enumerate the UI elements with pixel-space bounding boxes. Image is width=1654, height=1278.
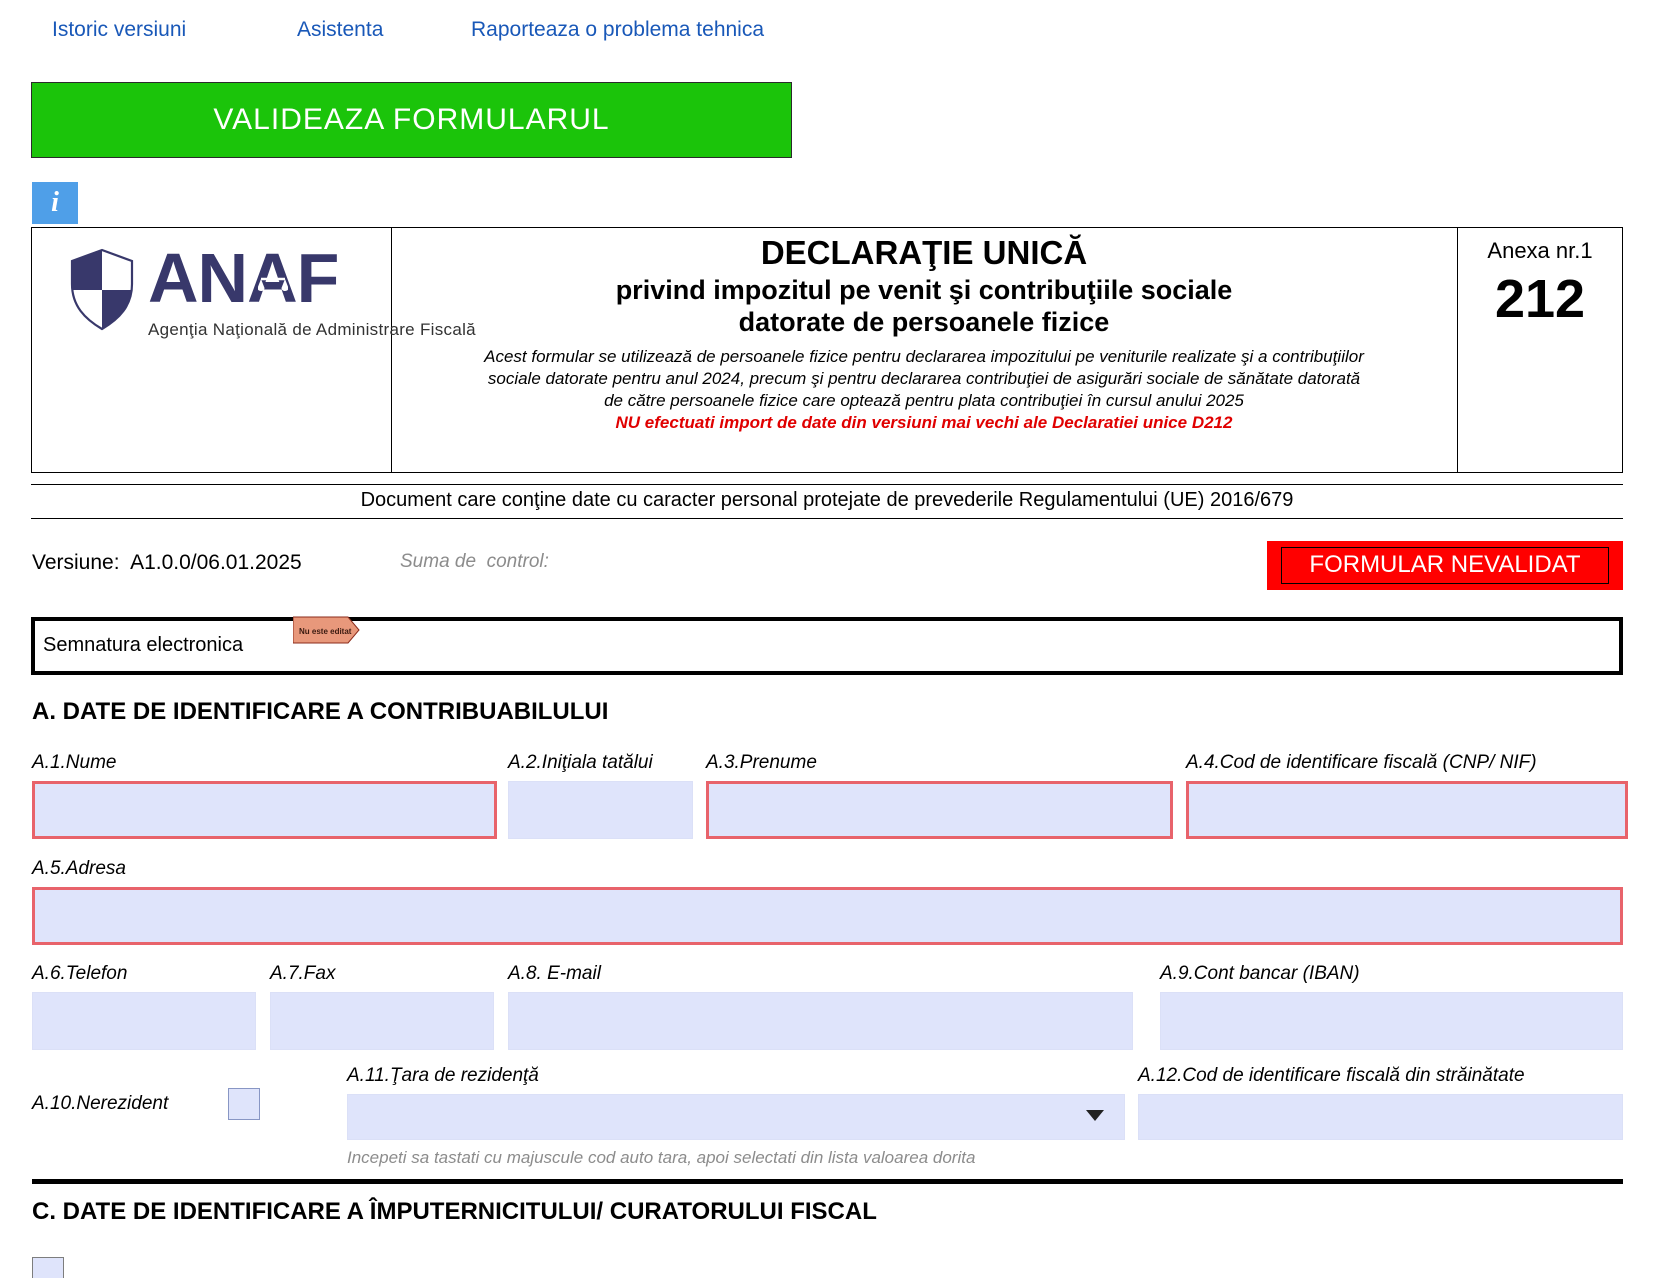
svg-text:Nu este editat: Nu este editat (299, 627, 352, 636)
